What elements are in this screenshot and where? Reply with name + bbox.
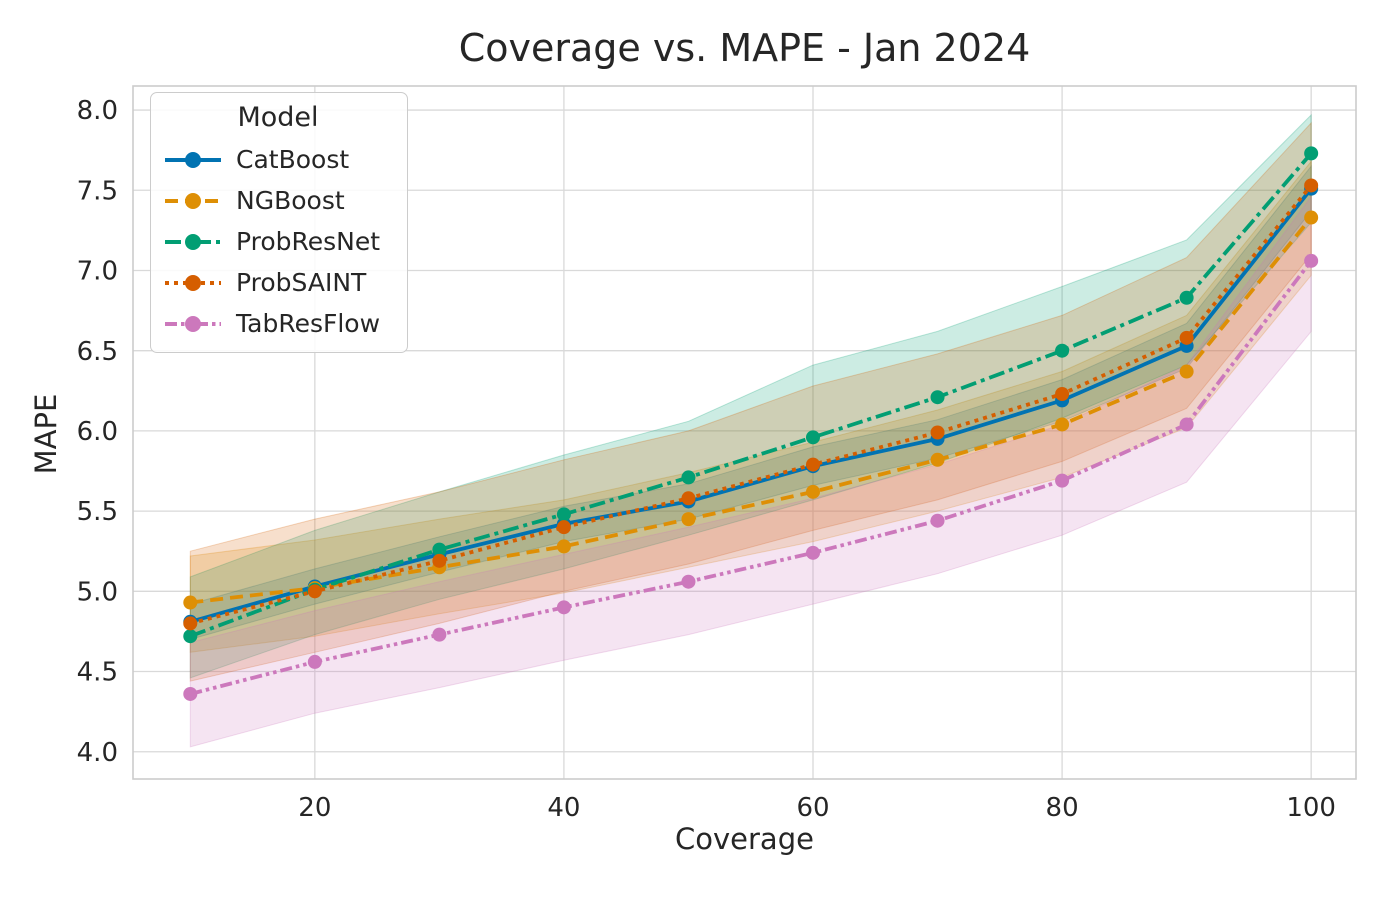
marker-ngboost xyxy=(1179,364,1194,379)
x-tick-label: 60 xyxy=(796,793,829,823)
y-tick-label: 5.0 xyxy=(77,577,118,607)
marker-ngboost xyxy=(183,595,198,610)
marker-ngboost xyxy=(556,539,571,554)
marker-probsaint xyxy=(1179,330,1194,345)
marker-probsaint xyxy=(1304,178,1319,193)
marker-probresnet xyxy=(183,629,198,644)
marker-tabresflow xyxy=(681,574,696,589)
legend-item-label: ProbResNet xyxy=(236,227,381,256)
y-tick-label: 7.5 xyxy=(77,176,118,206)
x-tick-label: 80 xyxy=(1046,793,1079,823)
y-tick-label: 6.0 xyxy=(77,417,118,447)
legend-item-label: TabResFlow xyxy=(236,309,381,338)
y-tick-label: 8.0 xyxy=(77,96,118,126)
legend-swatch xyxy=(165,151,221,168)
marker-ngboost xyxy=(1304,210,1319,225)
marker-ngboost xyxy=(805,484,820,499)
marker-probsaint xyxy=(556,520,571,535)
x-tick-label: 100 xyxy=(1286,793,1336,823)
marker-tabresflow xyxy=(1179,417,1194,432)
marker-probresnet xyxy=(556,507,571,522)
x-tick-label: 40 xyxy=(547,793,580,823)
legend-title: Model xyxy=(237,102,319,133)
legend-swatch xyxy=(165,192,221,209)
y-tick-label: 6.5 xyxy=(77,337,118,367)
marker-tabresflow xyxy=(432,627,447,642)
marker-probsaint xyxy=(805,457,820,472)
marker-probsaint xyxy=(307,584,322,599)
marker-probresnet xyxy=(432,542,447,557)
chart-title: Coverage vs. MAPE - Jan 2024 xyxy=(458,26,1031,70)
legend-swatch xyxy=(165,315,221,332)
legend-item-ngboost: NGBoost xyxy=(163,180,393,221)
marker-tabresflow xyxy=(930,513,945,528)
marker-probsaint xyxy=(1055,387,1070,401)
marker-tabresflow xyxy=(1304,253,1319,268)
marker-tabresflow xyxy=(307,654,322,669)
marker-probresnet xyxy=(681,470,696,485)
legend-item-probsaint: ProbSAINT xyxy=(163,262,393,303)
x-axis-label: Coverage xyxy=(675,822,814,856)
legend-marker-sample xyxy=(185,233,201,250)
marker-probresnet xyxy=(930,390,945,405)
legend-marker-sample xyxy=(185,192,201,209)
legend-swatch xyxy=(165,233,221,250)
band-ngboost xyxy=(189,159,1312,653)
marker-probresnet xyxy=(1179,290,1194,305)
marker-probresnet xyxy=(805,430,820,445)
y-tick-label: 4.0 xyxy=(77,738,118,768)
marker-tabresflow xyxy=(183,686,198,701)
marker-tabresflow xyxy=(556,600,571,615)
marker-probsaint xyxy=(183,616,198,631)
legend-item-label: ProbSAINT xyxy=(236,268,367,297)
legend-marker-sample xyxy=(185,315,201,332)
marker-probresnet xyxy=(1055,343,1070,358)
x-tick-label: 20 xyxy=(298,793,331,823)
y-tick-label: 4.5 xyxy=(77,658,118,688)
line-catboost xyxy=(189,187,1313,624)
legend-marker-sample xyxy=(185,274,201,291)
marker-probsaint xyxy=(681,491,696,506)
legend-marker-sample xyxy=(185,151,201,168)
legend-item-probresnet: ProbResNet xyxy=(163,221,393,262)
legend-item-tabresflow: TabResFlow xyxy=(163,303,393,344)
marker-tabresflow xyxy=(1055,473,1070,488)
line-tabresflow xyxy=(189,259,1313,696)
legend-item-label: NGBoost xyxy=(236,186,345,215)
line-probsaint xyxy=(189,184,1313,626)
y-tick-label: 7.0 xyxy=(77,257,118,287)
legend-item-label: CatBoost xyxy=(236,145,350,174)
legend: Model CatBoost NGBoost ProbResNet ProbSAINT… xyxy=(150,92,408,353)
marker-tabresflow xyxy=(805,545,820,560)
marker-ngboost xyxy=(1055,417,1070,432)
plot-border xyxy=(132,85,1357,780)
legend-item-catboost: CatBoost xyxy=(163,139,393,180)
marker-probsaint xyxy=(930,425,945,440)
marker-probresnet xyxy=(1304,146,1319,161)
marker-ngboost xyxy=(930,452,945,467)
marker-probsaint xyxy=(432,553,447,568)
y-tick-label: 5.5 xyxy=(77,497,118,527)
band-tabresflow xyxy=(189,195,1312,748)
marker-ngboost xyxy=(681,512,696,527)
legend-swatch xyxy=(165,274,221,291)
